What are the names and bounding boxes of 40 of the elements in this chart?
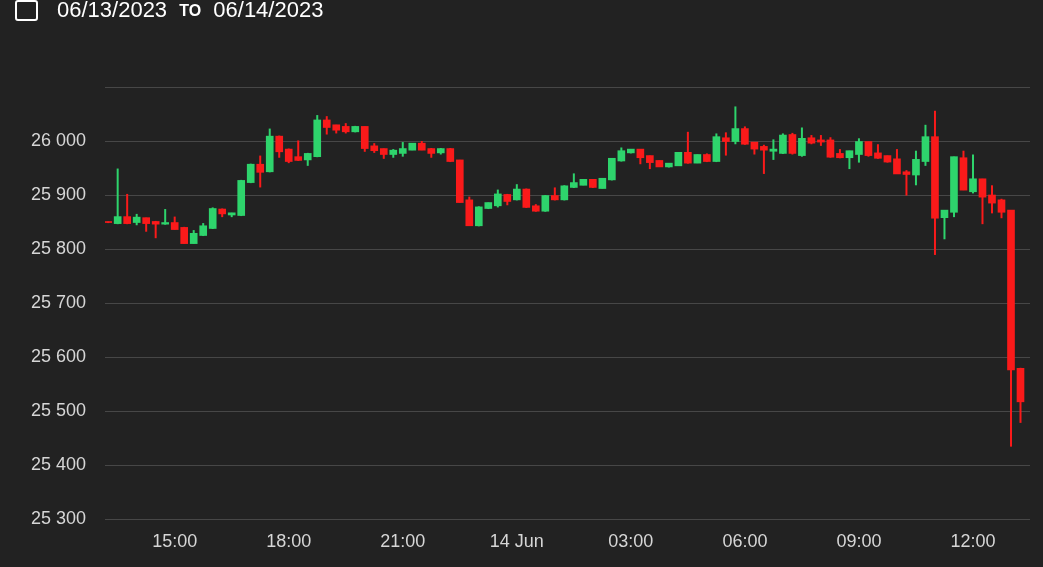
y-tick-label: 25 300 [30,507,86,528]
y-tick-label: 25 700 [30,291,86,312]
y-tick-label: 25 800 [30,237,86,258]
candlestick [798,126,806,158]
candlestick [988,184,996,215]
candlestick [113,167,122,226]
candlestick [978,177,987,226]
candlestick [845,149,854,171]
candlestick [779,132,787,155]
y-tick-label: 25 600 [30,345,86,366]
x-tick-label: 03:00 [608,530,654,551]
x-tick-label: 09:00 [836,530,882,551]
y-tick-label: 25 500 [30,399,86,420]
x-tick-label: 14 Jun [489,530,544,551]
x-tick-label: 12:00 [950,530,996,551]
candlestick [161,208,170,226]
candlestick [893,148,901,175]
y-tick-label: 25 400 [30,453,86,474]
candlestick [722,131,730,157]
candlestick [123,192,132,226]
candlestick [788,131,797,156]
candlestick [684,130,692,165]
candlestick [741,125,749,146]
candlestick [912,149,920,187]
x-tick-label: 06:00 [722,530,768,551]
x-tick-label: 18:00 [266,530,312,551]
candlestick [731,105,740,146]
x-tick-label: 15:00 [152,530,198,551]
candlestick [760,143,768,175]
x-tick-label: 21:00 [380,530,426,551]
candlestick [826,136,835,159]
candlestick [769,138,778,161]
chart-title: 06/13/2023 TO 06/14/2023 [57,0,324,22]
y-tick-label: 26 000 [30,129,86,150]
candlestick [969,153,977,195]
candlestick [855,137,863,164]
candlestick [997,197,1006,220]
candlestick [256,154,265,189]
y-tick-label: 25 900 [30,183,86,204]
candlestick [902,169,911,197]
